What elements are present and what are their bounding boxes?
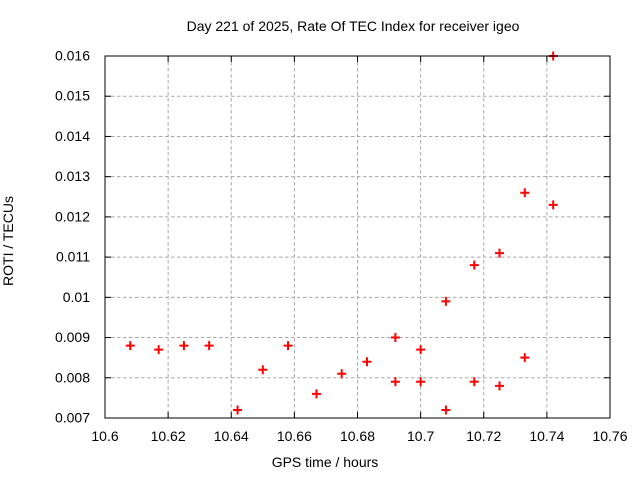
y-tick-label: 0.016: [55, 48, 90, 64]
x-tick-label: 10.62: [151, 428, 186, 444]
y-axis-label: ROTI / TECUs: [0, 196, 16, 286]
y-tick-label: 0.014: [55, 128, 90, 144]
tick-labels-layer: 10.6 10.62 10.64 10.66 10.68 10.7 10.72 10.74 10…: [55, 48, 628, 445]
data-point-marker: [258, 365, 268, 375]
x-tick-label: 10.66: [277, 428, 312, 444]
data-point-marker: [441, 405, 451, 415]
data-point-marker: [520, 188, 530, 198]
data-point-marker: [179, 341, 189, 351]
data-point-marker: [154, 345, 164, 355]
y-tick-label: 0.012: [55, 208, 90, 224]
data-point-marker: [495, 381, 505, 391]
data-point-marker: [390, 333, 400, 343]
x-tick-label: 10.7: [407, 428, 434, 444]
data-point-marker: [441, 296, 451, 306]
axes-layer: [104, 55, 611, 419]
x-tick-label: 10.76: [592, 428, 627, 444]
y-tick-label: 0.007: [55, 410, 90, 426]
x-tick-label: 10.72: [466, 428, 501, 444]
data-point-marker: [362, 357, 372, 367]
x-axis-label: GPS time / hours: [272, 454, 379, 470]
data-point-marker: [469, 260, 479, 270]
data-point-marker: [469, 377, 479, 387]
data-point-marker: [416, 345, 426, 355]
x-tick-label: 10.6: [91, 428, 118, 444]
y-tick-label: 0.01: [63, 289, 90, 305]
data-point-marker: [337, 369, 347, 379]
data-point-marker: [548, 200, 558, 210]
data-points-layer: [125, 51, 558, 415]
data-point-marker: [390, 377, 400, 387]
grid-layer: [105, 56, 610, 418]
x-tick-label: 10.68: [340, 428, 375, 444]
data-point-marker: [233, 405, 243, 415]
y-tick-label: 0.015: [55, 88, 90, 104]
y-tick-label: 0.011: [56, 249, 90, 265]
data-point-marker: [311, 389, 321, 399]
y-tick-label: 0.013: [55, 168, 90, 184]
data-point-marker: [416, 377, 426, 387]
y-tick-label: 0.008: [55, 369, 90, 385]
data-point-marker: [204, 341, 214, 351]
data-point-marker: [283, 341, 293, 351]
y-tick-label: 0.009: [55, 329, 90, 345]
x-tick-label: 10.64: [214, 428, 249, 444]
data-point-marker: [125, 341, 135, 351]
data-point-marker: [495, 248, 505, 258]
x-tick-label: 10.74: [529, 428, 564, 444]
chart-title: Day 221 of 2025, Rate Of TEC Index for r…: [187, 18, 520, 34]
data-point-marker: [520, 353, 530, 363]
